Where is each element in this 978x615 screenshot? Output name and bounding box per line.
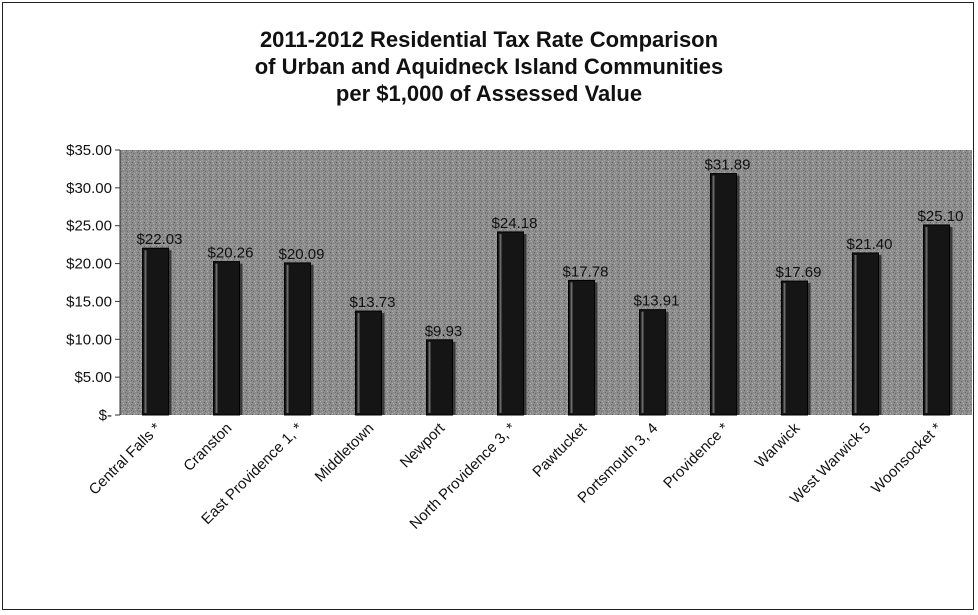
bar-highlight xyxy=(215,263,218,413)
y-tick-label: $20.00 xyxy=(66,256,112,273)
y-tick-label: $30.00 xyxy=(66,180,112,197)
data-label: $17.78 xyxy=(563,263,609,280)
data-label: $20.26 xyxy=(208,245,254,262)
chart-title-line-2: of Urban and Aquidneck Island Communitie… xyxy=(254,54,724,79)
x-category-label: Central Falls * xyxy=(86,420,165,499)
x-category-label: Middletown xyxy=(312,420,378,486)
y-tick-label: $35.00 xyxy=(66,142,112,159)
bar-highlight xyxy=(428,341,431,413)
x-category-label: Pawtucket xyxy=(529,419,591,481)
bar-highlight xyxy=(712,175,715,413)
chart-title: 2011-2012 Residential Tax Rate Compariso… xyxy=(0,26,978,107)
bar xyxy=(284,262,311,416)
bar xyxy=(497,231,524,416)
data-label: $22.03 xyxy=(137,231,183,248)
chart-title-line-1: 2011-2012 Residential Tax Rate Compariso… xyxy=(259,27,719,52)
y-tick-label: $10.00 xyxy=(66,331,112,348)
bar xyxy=(781,280,808,416)
y-tick-label: $15.00 xyxy=(66,293,112,310)
data-label: $13.91 xyxy=(634,293,680,310)
plot-area xyxy=(120,150,972,415)
x-category-label: Cranston xyxy=(180,420,235,475)
data-label: $24.18 xyxy=(492,215,538,232)
bar xyxy=(710,173,737,416)
bar xyxy=(213,261,240,416)
bar-highlight xyxy=(144,250,147,413)
bar xyxy=(568,279,595,416)
y-tick-label: $5.00 xyxy=(74,369,112,386)
bar-highlight xyxy=(570,282,573,413)
x-category-label: Newport xyxy=(397,419,449,471)
bar-highlight xyxy=(357,313,360,413)
data-label: $9.93 xyxy=(425,323,463,340)
y-tick-label: $- xyxy=(99,407,112,424)
bar xyxy=(639,309,666,416)
data-label: $20.09 xyxy=(279,246,325,263)
y-tick-label: $25.00 xyxy=(66,218,112,235)
bar xyxy=(426,339,453,416)
data-label: $13.73 xyxy=(350,294,396,311)
bar-highlight xyxy=(499,233,502,413)
bar xyxy=(923,224,950,416)
bar xyxy=(852,252,879,416)
x-category-label: Warwick xyxy=(752,419,804,471)
data-label: $17.69 xyxy=(776,264,822,281)
bar-highlight xyxy=(925,226,928,413)
bar-highlight xyxy=(783,283,786,413)
bar-highlight xyxy=(641,311,644,413)
chart-title-line-3: per $1,000 of Assessed Value xyxy=(335,81,643,106)
data-label: $21.40 xyxy=(847,236,893,253)
bar-highlight xyxy=(286,264,289,413)
x-category-label: Woonsocket * xyxy=(868,420,945,497)
bar xyxy=(142,247,169,416)
x-category-label: Providence * xyxy=(660,420,732,492)
bar-highlight xyxy=(854,254,857,413)
bar xyxy=(355,310,382,416)
data-label: $31.89 xyxy=(705,157,751,174)
data-label: $25.10 xyxy=(918,208,964,225)
